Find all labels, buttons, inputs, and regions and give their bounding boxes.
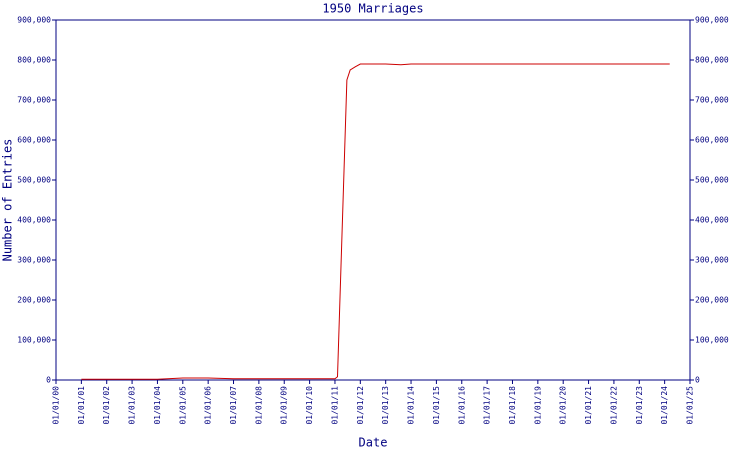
y-tick-label: 800,000	[17, 56, 51, 65]
y2-tick-label: 900,000	[695, 16, 729, 25]
y2-tick-label: 700,000	[695, 96, 729, 105]
x-tick-label: 01/01/22	[609, 386, 618, 425]
x-tick-label: 01/01/11	[330, 386, 339, 425]
y-tick-label: 600,000	[17, 136, 51, 145]
y2-tick-label: 200,000	[695, 296, 729, 305]
x-tick-label: 01/01/24	[660, 386, 669, 425]
y2-tick-label: 500,000	[695, 176, 729, 185]
y-tick-label: 0	[46, 376, 51, 385]
y-tick-label: 700,000	[17, 96, 51, 105]
x-tick-label: 01/01/19	[533, 386, 542, 425]
y2-tick-label: 400,000	[695, 216, 729, 225]
y-axis-label: Number of Entries	[1, 139, 15, 262]
chart-title: 1950 Marriages	[322, 2, 423, 16]
data-line	[81, 63, 670, 380]
x-tick-label: 01/01/17	[483, 386, 492, 425]
x-tick-label: 01/01/06	[204, 386, 213, 425]
x-tick-label: 01/01/25	[686, 386, 695, 425]
x-tick-label: 01/01/07	[229, 386, 238, 425]
x-tick-label: 01/01/16	[457, 386, 466, 425]
x-tick-label: 01/01/23	[635, 386, 644, 425]
y2-tick-label: 100,000	[695, 336, 729, 345]
y-tick-label: 400,000	[17, 216, 51, 225]
x-tick-label: 01/01/05	[178, 386, 187, 425]
y-tick-label: 500,000	[17, 176, 51, 185]
x-tick-label: 01/01/21	[584, 386, 593, 425]
y2-tick-label: 800,000	[695, 56, 729, 65]
x-tick-label: 01/01/14	[407, 386, 416, 425]
y-tick-label: 900,000	[17, 16, 51, 25]
x-tick-label: 01/01/01	[77, 386, 86, 425]
plot-frame	[55, 19, 691, 381]
y-tick-label: 100,000	[17, 336, 51, 345]
y2-tick-label: 0	[695, 376, 700, 385]
x-tick-label: 01/01/20	[559, 386, 568, 425]
x-tick-label: 01/01/09	[280, 386, 289, 425]
x-tick-label: 01/01/08	[254, 386, 263, 425]
x-tick-label: 01/01/04	[153, 386, 162, 425]
y2-tick-label: 600,000	[695, 136, 729, 145]
x-tick-label: 01/01/18	[508, 386, 517, 425]
x-tick-label: 01/01/13	[381, 386, 390, 425]
x-tick-label: 01/01/00	[52, 386, 61, 425]
y-tick-label: 300,000	[17, 256, 51, 265]
x-tick-label: 01/01/10	[305, 386, 314, 425]
y-tick-label: 200,000	[17, 296, 51, 305]
x-axis-label: Date	[359, 436, 388, 450]
x-tick-label: 01/01/15	[432, 386, 441, 425]
x-tick-label: 01/01/02	[102, 386, 111, 425]
x-tick-label: 01/01/03	[128, 386, 137, 425]
y2-tick-label: 300,000	[695, 256, 729, 265]
x-tick-label: 01/01/12	[356, 386, 365, 425]
